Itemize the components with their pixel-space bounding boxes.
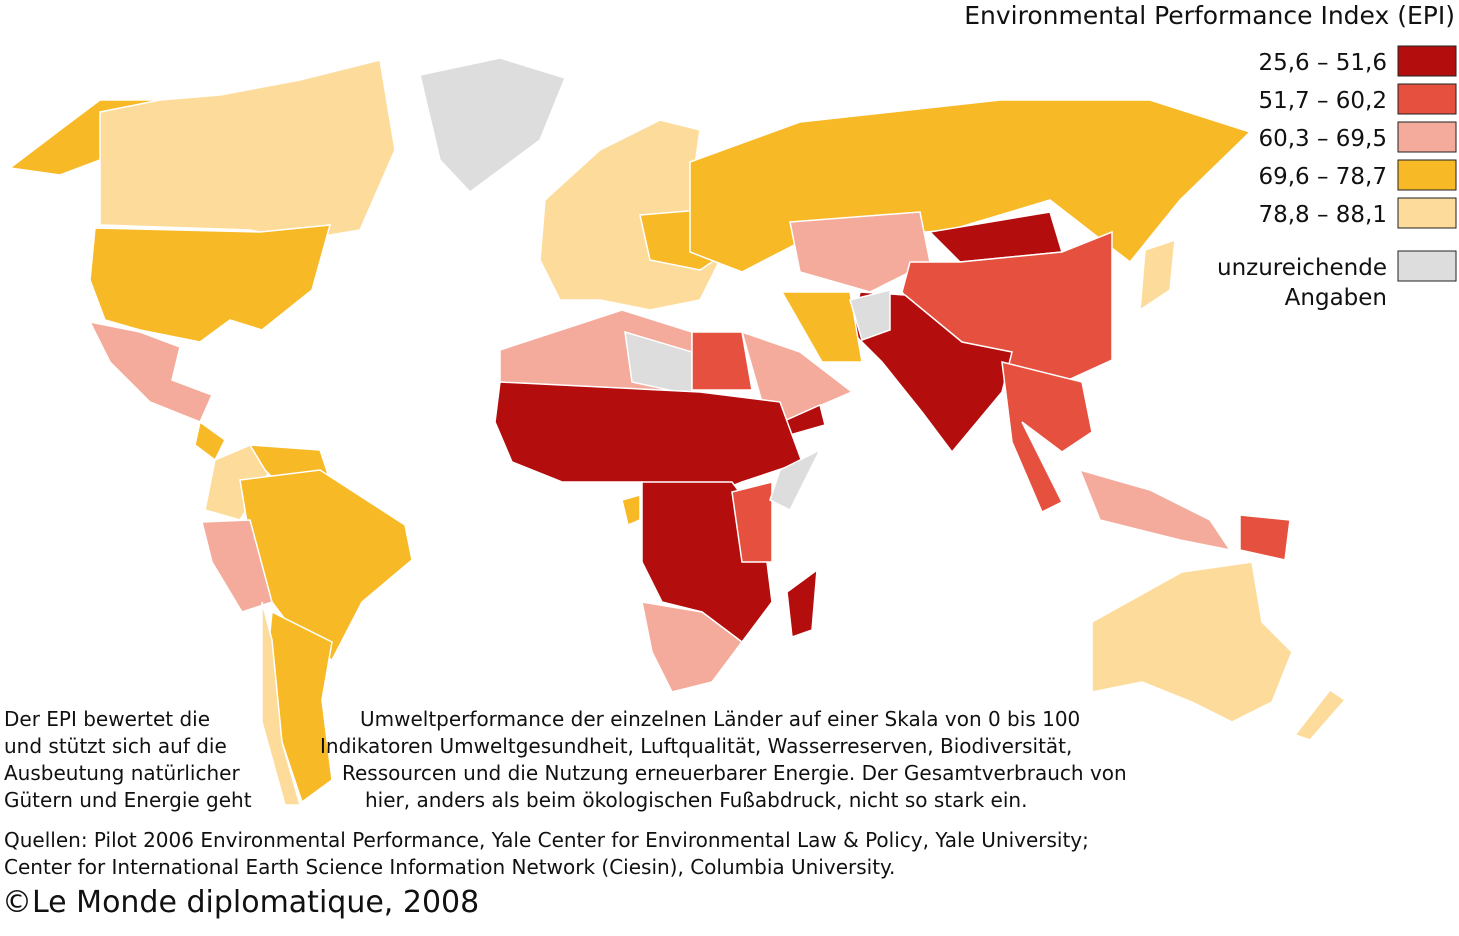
- credit: ©Le Monde diplomatique, 2008: [2, 885, 479, 920]
- legend-label: 51,7 – 60,2: [1258, 88, 1387, 114]
- country: [641, 601, 744, 693]
- country: [691, 331, 753, 391]
- legend-swatch: [1397, 45, 1457, 77]
- country: [261, 601, 301, 806]
- country: [1239, 514, 1291, 561]
- country: [789, 211, 931, 293]
- legend: 25,6 – 51,6 51,7 – 60,2 60,3 – 69,5 69,6 – …: [1217, 45, 1457, 311]
- description-line: Der EPI bewertet die: [4, 707, 210, 731]
- country: [786, 568, 818, 639]
- country: [731, 481, 773, 563]
- description-line: Ausbeutung natürlicher: [4, 761, 240, 785]
- country: [1001, 361, 1093, 514]
- legend-swatch: [1397, 159, 1457, 191]
- description-line: Ressourcen und die Nutzung erneuerbarer …: [342, 761, 1127, 785]
- country: [851, 291, 1013, 454]
- description-line: und stützt sich auf die: [4, 734, 227, 758]
- sources: Quellen: Pilot 2006 Environmental Perfor…: [4, 828, 1089, 879]
- country: [1091, 561, 1293, 723]
- country: [419, 57, 567, 194]
- country: [88, 320, 214, 423]
- legend-swatch: [1397, 250, 1457, 282]
- country: [99, 59, 396, 241]
- country: [194, 420, 226, 462]
- country: [1139, 238, 1176, 312]
- description-line: Gütern und Energie geht: [4, 788, 252, 812]
- country: [1078, 468, 1232, 552]
- source-line: Center for International Earth Science I…: [4, 855, 895, 879]
- description-line: Umweltperformance der einzelnen Länder a…: [360, 707, 1080, 731]
- country: [621, 494, 641, 527]
- country: [89, 224, 332, 343]
- legend-label: 69,6 – 78,7: [1258, 164, 1387, 190]
- legend-swatch: [1397, 197, 1457, 229]
- legend-label: 78,8 – 88,1: [1258, 202, 1387, 228]
- legend-label: 25,6 – 51,6: [1258, 50, 1387, 76]
- country: [769, 448, 822, 512]
- legend-label: 60,3 – 69,5: [1258, 126, 1387, 152]
- description-line: hier, anders als beim ökologischen Fußab…: [365, 788, 1027, 812]
- legend-swatch: [1397, 83, 1457, 115]
- country: [780, 291, 863, 363]
- description: Der EPI bewertet die Umweltperformance de…: [4, 707, 1127, 812]
- source-line: Quellen: Pilot 2006 Environmental Perfor…: [4, 828, 1089, 852]
- country: [849, 289, 891, 341]
- country: [1293, 688, 1347, 741]
- description-line: Indikatoren Umweltgesundheit, Luftqualit…: [320, 734, 1072, 758]
- legend-swatch: [1397, 121, 1457, 153]
- world-map: [8, 57, 1347, 806]
- legend-title: Environmental Performance Index (EPI): [964, 1, 1455, 30]
- legend-label: unzureichende Angaben: [1217, 255, 1387, 311]
- country: [201, 519, 273, 613]
